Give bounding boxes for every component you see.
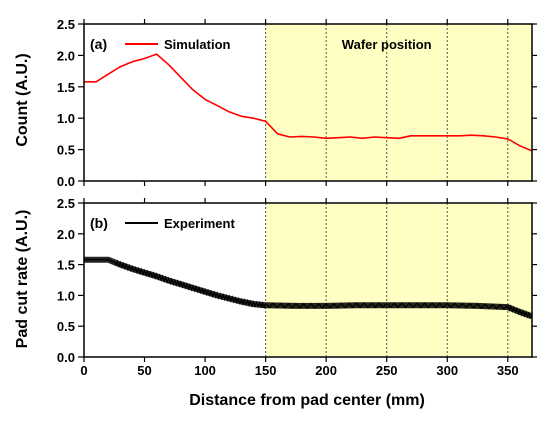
shaded-region-label: Wafer position: [342, 37, 432, 52]
bottom-xtick-label-7: 350: [497, 363, 519, 378]
top-series-line-0: [84, 53, 533, 152]
bottom-ytick-label-4: 2.0: [57, 227, 75, 242]
top-legend-label: Simulation: [164, 37, 231, 52]
ylabel-top: Count (A.U.): [14, 53, 31, 146]
top-ytick-label-4: 2.0: [57, 48, 75, 63]
bottom-series-jitter-0: [83, 258, 532, 319]
bottom-ytick-label-0: 0.0: [57, 350, 75, 365]
bottom-xtick-label-3: 150: [255, 363, 277, 378]
top-ytick-label-3: 1.5: [57, 80, 75, 95]
top-shaded-region: [265, 24, 532, 181]
top-ytick-label-2: 1.0: [57, 111, 75, 126]
bottom-xtick-label-1: 50: [137, 363, 151, 378]
top-ytick-label-5: 2.5: [57, 17, 75, 32]
top-ytick-label-1: 0.5: [57, 143, 75, 158]
bottom-xtick-label-4: 200: [315, 363, 337, 378]
bottom-ytick-label-1: 0.5: [57, 319, 75, 334]
bottom-xtick-label-6: 300: [436, 363, 458, 378]
bottom-shaded-region: [265, 203, 532, 357]
top-ytick-label-0: 0.0: [57, 174, 75, 189]
bottom-ytick-label-5: 2.5: [57, 196, 75, 211]
bottom-panel-label: (b): [90, 215, 108, 231]
bottom-plot-frame: [83, 202, 533, 358]
bottom-xtick-label-5: 250: [376, 363, 398, 378]
top-panel-label: (a): [90, 36, 107, 52]
bottom-legend-label: Experiment: [164, 216, 235, 231]
top-plot-frame: [83, 23, 533, 182]
bottom-ytick-label-3: 1.5: [57, 258, 75, 273]
bottom-ytick-label-2: 1.0: [57, 288, 75, 303]
bottom-xtick-label-2: 100: [194, 363, 216, 378]
bottom-xtick-label-0: 0: [80, 363, 87, 378]
ylabel-bottom: Pad cut rate (A.U.): [14, 210, 31, 349]
xlabel: Distance from pad center (mm): [189, 392, 425, 409]
